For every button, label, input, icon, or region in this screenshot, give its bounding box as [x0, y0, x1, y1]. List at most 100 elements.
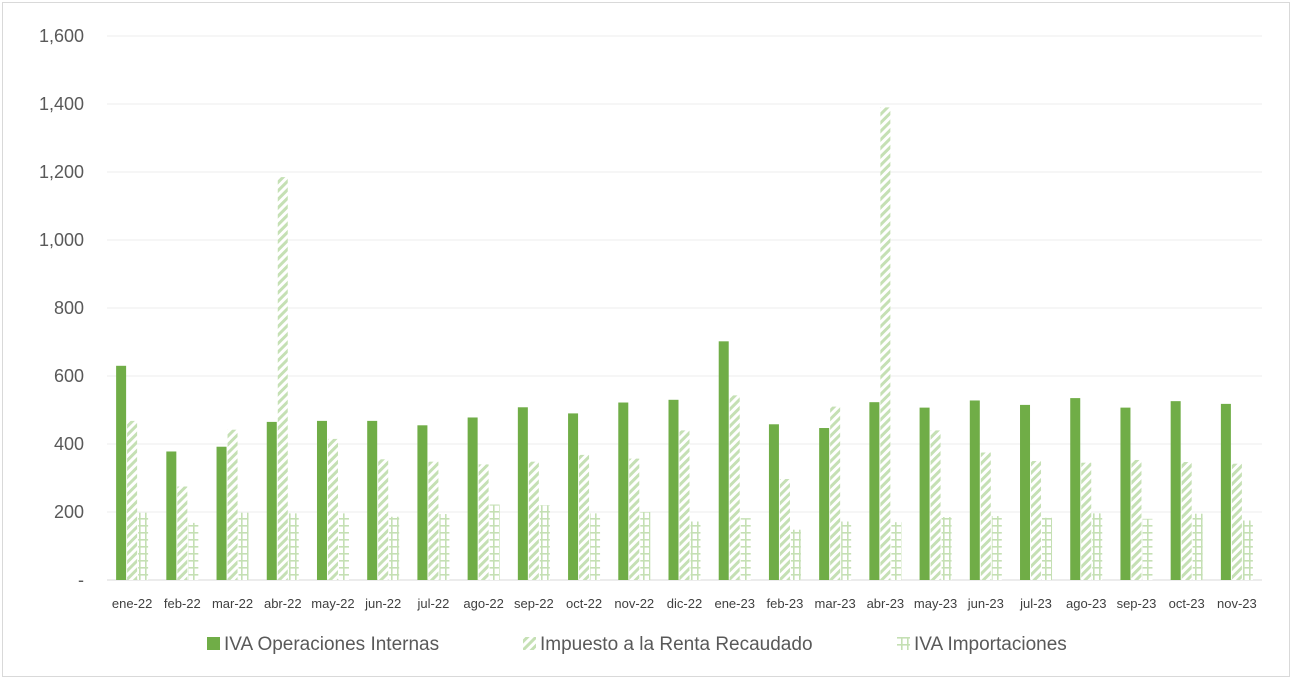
x-tick-label: abr-23 [867, 596, 905, 611]
bar-diagonal-jul-23 [1031, 461, 1042, 580]
bar-grid-jul-22 [439, 514, 450, 580]
bar-solid-oct-23 [1170, 401, 1181, 580]
y-tick-label: 1,200 [39, 162, 84, 182]
y-tick-label: 1,600 [39, 26, 84, 46]
bar-grid-ene-22 [138, 512, 149, 580]
x-tick-label: nov-22 [614, 596, 654, 611]
bar-grid-nov-22 [640, 512, 651, 580]
bar-diagonal-feb-22 [177, 486, 188, 580]
bar-grid-oct-23 [1192, 513, 1203, 580]
x-tick-label: jul-23 [1019, 596, 1052, 611]
bar-grid-may-22 [338, 513, 349, 580]
bar-grid-jun-23 [991, 516, 1002, 580]
bar-solid-abr-22 [266, 421, 277, 580]
bar-diagonal-nov-23 [1231, 463, 1242, 580]
bar-diagonal-dic-22 [679, 430, 690, 580]
bar-grid-jun-22 [389, 516, 400, 580]
bar-diagonal-oct-23 [1181, 462, 1192, 580]
x-tick-label: abr-22 [264, 596, 302, 611]
x-tick-label: ene-22 [112, 596, 152, 611]
bar-grid-feb-22 [188, 522, 199, 580]
x-tick-label: ago-23 [1066, 596, 1106, 611]
bar-diagonal-oct-22 [579, 454, 590, 580]
bar-grid-nov-23 [1242, 520, 1253, 580]
legend-label: IVA Importaciones [914, 634, 1067, 655]
x-tick-label: nov-23 [1217, 596, 1257, 611]
x-tick-label: ago-22 [463, 596, 503, 611]
bar-solid-dic-22 [668, 399, 679, 580]
bar-grid-abr-23 [891, 522, 902, 580]
x-tick-label: sep-23 [1117, 596, 1157, 611]
legend-swatch-solid [207, 637, 220, 650]
x-tick-label: may-23 [914, 596, 957, 611]
bar-solid-feb-23 [768, 424, 779, 580]
x-tick-label: sep-22 [514, 596, 554, 611]
bar-grid-ene-23 [740, 518, 751, 580]
bar-solid-may-22 [316, 420, 327, 580]
x-tick-label: feb-23 [766, 596, 803, 611]
legend: IVA Operaciones Internas Impuesto a la Re… [207, 634, 1067, 655]
y-tick-label: 1,400 [39, 94, 84, 114]
x-axis-ticks: ene-22 feb-22 mar-22 abr-22 may-22 jun-22 jul-… [112, 596, 1257, 611]
bar-grid-sep-22 [539, 505, 550, 580]
x-tick-label: jun-22 [364, 596, 401, 611]
bar-diagonal-nov-22 [629, 458, 640, 580]
y-tick-label: 200 [54, 502, 84, 522]
x-tick-label: jul-22 [417, 596, 450, 611]
bar-grid-jul-23 [1042, 517, 1053, 580]
bar-grid-ago-23 [1092, 513, 1103, 580]
bar-grid-mar-22 [238, 512, 249, 580]
legend-label: Impuesto a la Renta Recaudado [540, 634, 813, 655]
bar-solid-mar-23 [819, 428, 830, 580]
bar-solid-ene-22 [116, 365, 127, 580]
bar-solid-mar-22 [216, 446, 227, 580]
legend-swatch-grid [897, 637, 910, 650]
bar-grid-abr-22 [288, 513, 299, 580]
bar-diagonal-abr-23 [880, 107, 891, 581]
bar-diagonal-ago-23 [1081, 462, 1092, 580]
bar-diagonal-ago-22 [478, 464, 489, 580]
bar-solid-nov-22 [618, 402, 629, 580]
x-tick-label: oct-23 [1169, 596, 1205, 611]
bar-solid-jun-22 [367, 420, 378, 580]
x-tick-label: mar-23 [815, 596, 856, 611]
x-tick-label: dic-22 [667, 596, 702, 611]
bar-diagonal-sep-22 [528, 461, 539, 580]
bar-solid-ago-23 [1070, 398, 1081, 580]
x-tick-label: feb-22 [164, 596, 201, 611]
bars [116, 107, 1253, 581]
bar-diagonal-jul-22 [428, 461, 439, 580]
bar-solid-sep-23 [1120, 407, 1131, 580]
bar-diagonal-ene-22 [127, 420, 138, 580]
y-tick-label: 800 [54, 298, 84, 318]
bar-solid-oct-22 [568, 413, 579, 580]
bar-grid-ago-22 [489, 504, 500, 580]
bar-solid-nov-23 [1220, 403, 1231, 580]
x-tick-label: ene-23 [714, 596, 754, 611]
bar-grid-mar-23 [841, 521, 852, 580]
bar-grid-may-23 [941, 517, 952, 580]
bar-solid-may-23 [919, 407, 930, 580]
x-tick-label: mar-22 [212, 596, 253, 611]
y-tick-label: 1,000 [39, 230, 84, 250]
bar-diagonal-sep-23 [1131, 459, 1142, 580]
legend-label: IVA Operaciones Internas [224, 634, 439, 655]
bar-diagonal-may-23 [930, 430, 941, 580]
bar-diagonal-ene-23 [729, 395, 740, 580]
bar-solid-ago-22 [467, 417, 478, 580]
x-tick-label: oct-22 [566, 596, 602, 611]
y-tick-label: 600 [54, 366, 84, 386]
bar-diagonal-jun-22 [378, 459, 389, 580]
bar-solid-sep-22 [517, 407, 528, 580]
bar-grid-feb-23 [790, 529, 801, 580]
bar-grid-sep-23 [1142, 518, 1153, 580]
y-tick-label: 400 [54, 434, 84, 454]
bar-solid-feb-22 [166, 451, 177, 580]
bar-diagonal-jun-23 [980, 452, 991, 580]
bar-diagonal-feb-23 [779, 479, 790, 580]
y-axis-ticks: - 200 400 600 800 1,000 1,200 1,400 1,600 [39, 26, 84, 590]
x-tick-label: jun-23 [967, 596, 1004, 611]
x-tick-label: may-22 [311, 596, 354, 611]
bar-diagonal-may-22 [327, 438, 338, 580]
